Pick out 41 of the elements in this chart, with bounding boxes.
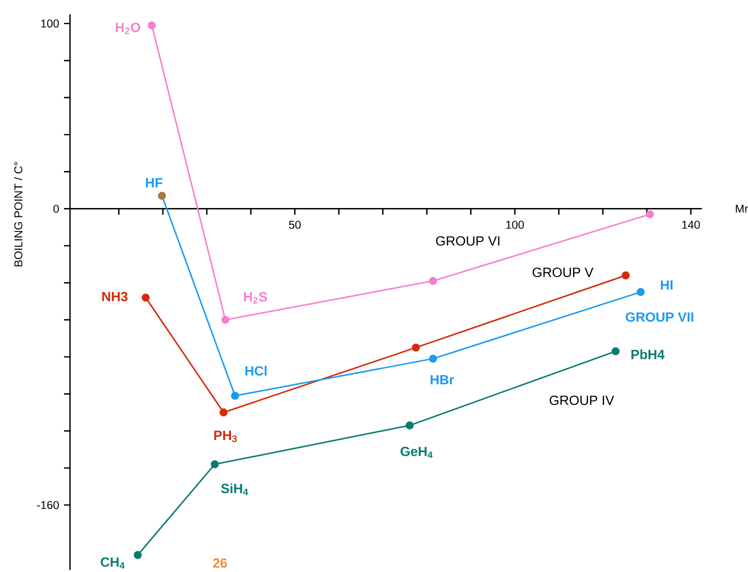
point [636, 288, 645, 296]
annotation: HI [660, 280, 672, 290]
x-tick-label: 50 [289, 220, 301, 229]
annotation: H$_{2}$S [244, 292, 268, 304]
series-label: GROUP VI [436, 236, 500, 246]
y-tick-label: 100 [41, 19, 59, 28]
point [646, 210, 654, 218]
point [412, 344, 420, 352]
point [406, 421, 414, 430]
annotation: HCl [245, 366, 267, 376]
annotation: HBr [430, 375, 454, 384]
annotation: SiH$_{4}$ [221, 483, 248, 496]
point [210, 460, 219, 468]
point [429, 276, 438, 285]
point [220, 408, 228, 416]
point [429, 354, 438, 363]
annotation: 26 [213, 558, 227, 568]
point [134, 551, 142, 560]
annotation: NH3 [102, 292, 128, 302]
annotation: CH$_{4}$ [100, 557, 125, 569]
annotation: H$_{2}$O [116, 22, 140, 34]
point [612, 347, 620, 356]
x-tick-label: 140 [682, 220, 700, 229]
y-tick-label: 0 [53, 204, 59, 213]
series-label: GROUP IV [550, 396, 614, 406]
y-axis-title: BOILING POINT / C° [14, 162, 22, 266]
y-tick-label: -160 [37, 501, 59, 510]
point [622, 271, 630, 280]
series-label: GROUP V [532, 268, 594, 278]
point [158, 192, 166, 200]
point [221, 316, 230, 324]
annotation: PH$_{3}$ [214, 430, 237, 442]
x-axis-title: Mr [736, 204, 748, 213]
annotation: GeH$_{4}$ [400, 446, 433, 458]
point [148, 21, 156, 30]
series-label: GROUP VII [626, 312, 694, 322]
point [231, 392, 240, 400]
point [142, 294, 150, 302]
annotation: PbH4 [631, 349, 665, 360]
x-tick-label: 100 [506, 220, 524, 229]
annotation: HF [146, 178, 162, 188]
